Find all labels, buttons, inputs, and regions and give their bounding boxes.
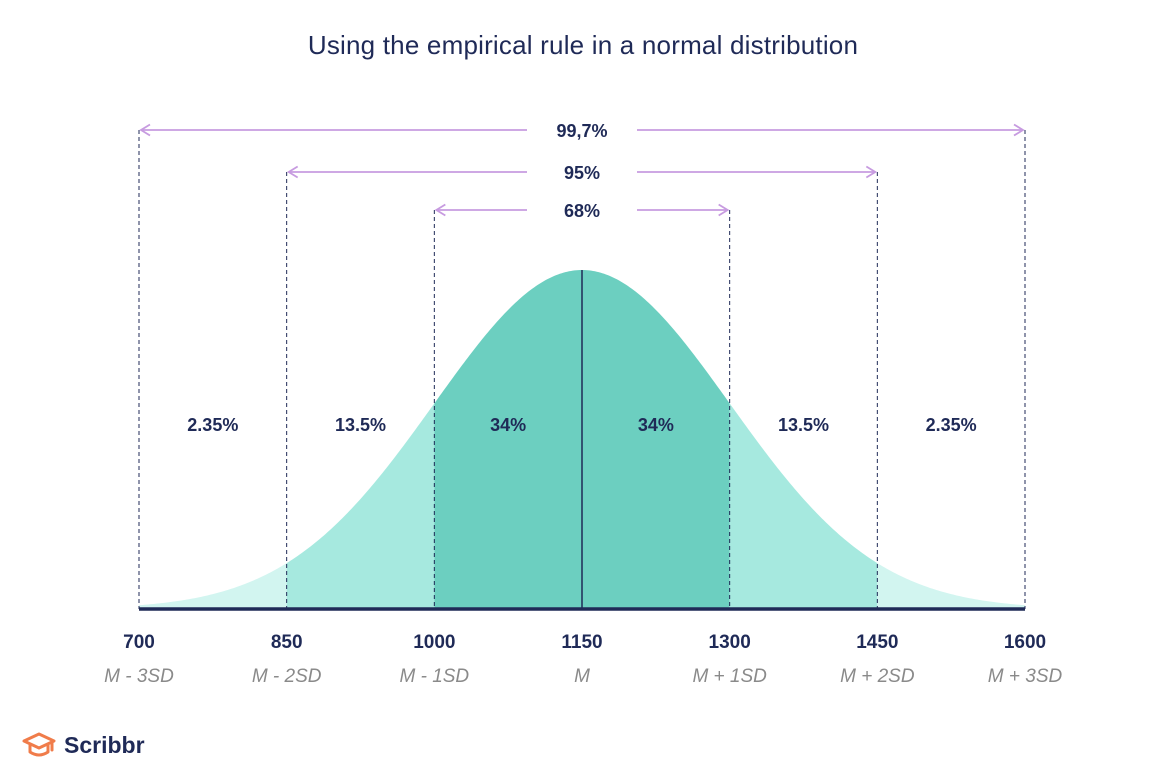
tick-sublabel-0: M - 3SD xyxy=(104,666,174,687)
tick-sublabel-2: M - 1SD xyxy=(399,666,469,687)
region-label-3: 34% xyxy=(638,415,674,435)
region-label-1: 13.5% xyxy=(335,415,386,435)
span-arrow-left-1 xyxy=(286,165,299,179)
span-label-0: 99,7% xyxy=(556,121,607,141)
span-label-2: 68% xyxy=(564,201,600,221)
region-1 xyxy=(286,403,435,609)
tick-label-3: 1150 xyxy=(561,632,602,653)
tick-sublabel-1: M - 2SD xyxy=(252,666,322,687)
tick-sublabel-3: M xyxy=(574,666,590,687)
span-label-1: 95% xyxy=(564,163,600,183)
tick-sublabel-5: M + 2SD xyxy=(840,666,915,687)
region-0 xyxy=(139,563,287,609)
region-label-0: 2.35% xyxy=(187,415,238,435)
tick-sublabel-6: M + 3SD xyxy=(988,666,1063,687)
region-3 xyxy=(582,270,730,609)
region-label-2: 34% xyxy=(490,415,526,435)
region-4 xyxy=(729,403,878,609)
span-arrow-right-2 xyxy=(718,203,730,217)
chart-title: Using the empirical rule in a normal dis… xyxy=(307,30,859,60)
span-arrow-left-2 xyxy=(434,203,446,217)
tick-label-0: 700 xyxy=(123,632,155,653)
region-label-4: 13.5% xyxy=(778,415,829,435)
span-arrow-right-1 xyxy=(865,165,878,179)
region-5 xyxy=(877,563,1025,609)
graduation-cap-icon xyxy=(22,732,56,757)
region-label-5: 2.35% xyxy=(926,415,977,435)
region-2 xyxy=(434,270,582,609)
span-arrow-left-0 xyxy=(139,123,151,137)
span-arrow-right-0 xyxy=(1013,123,1025,137)
brand-name: Scribbr xyxy=(64,731,145,758)
tick-label-4: 1300 xyxy=(709,632,751,653)
tick-label-6: 1600 xyxy=(1004,632,1046,653)
tick-label-1: 850 xyxy=(271,632,303,653)
tick-label-5: 1450 xyxy=(856,632,898,653)
tick-sublabel-4: M + 1SD xyxy=(692,666,767,687)
tick-label-2: 1000 xyxy=(413,632,455,653)
scribbr-logo: Scribbr xyxy=(22,727,145,763)
